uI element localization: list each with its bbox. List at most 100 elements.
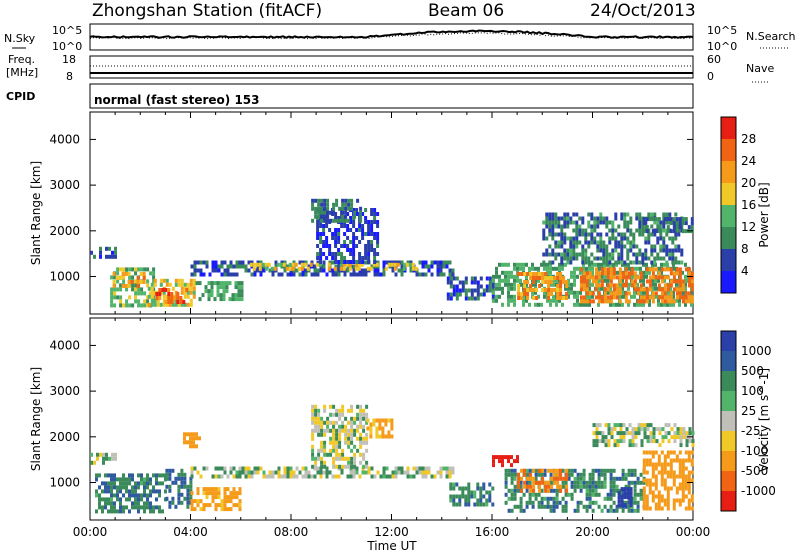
heatmap-cell (612, 287, 616, 292)
heatmap-cell (576, 500, 580, 505)
heatmap-cell (665, 212, 669, 217)
heatmap-cell (180, 472, 184, 477)
heatmap-cell (219, 285, 223, 290)
heatmap-cell (119, 505, 122, 510)
heatmap-cell (660, 450, 664, 455)
heatmap-cell (341, 206, 345, 211)
heatmap-cell (205, 495, 209, 500)
heatmap-cell (408, 262, 412, 267)
heatmap-cell (669, 286, 672, 291)
heatmap-cell (529, 476, 533, 481)
heatmap-cell (557, 216, 561, 221)
heatmap-cell (614, 240, 618, 245)
heatmap-cell (684, 302, 687, 307)
heatmap-cell (310, 260, 314, 265)
heatmap-cell (385, 260, 389, 265)
heatmap-cell (186, 492, 190, 497)
heatmap-cell (617, 244, 621, 249)
heatmap-cell (641, 256, 645, 261)
heatmap-cell (612, 302, 615, 307)
heatmap-cell (569, 220, 573, 225)
heatmap-cell (171, 468, 175, 473)
heatmap-cell (609, 271, 613, 276)
heatmap-cell (350, 202, 354, 207)
heatmap-cell (495, 274, 498, 279)
heatmap-cell (134, 287, 138, 292)
heatmap-cell (593, 240, 597, 245)
heatmap-cell (262, 474, 266, 479)
heatmap-cell (159, 278, 163, 283)
heatmap-cell (479, 502, 483, 507)
heatmap-cell (186, 302, 190, 307)
heatmap-cell (125, 497, 128, 502)
heatmap-cell (640, 423, 644, 428)
heatmap-cell (578, 240, 582, 245)
heatmap-cell (146, 497, 149, 502)
heatmap-cell (167, 292, 171, 296)
heatmap-cell (652, 431, 656, 436)
heatmap-cell (636, 302, 639, 307)
heatmap-cell (335, 428, 339, 433)
heatmap-cell (171, 500, 175, 505)
heatmap-cell (485, 490, 489, 495)
heatmap-cell (594, 262, 597, 267)
heatmap-cell (183, 302, 187, 307)
heatmap-cell (107, 489, 110, 494)
heatmap-cell (373, 272, 377, 277)
heatmap-cell (623, 216, 627, 221)
heatmap-cell (195, 281, 199, 286)
heatmap-cell (277, 466, 281, 471)
heatmap-cell (642, 466, 646, 471)
heatmap-cell (146, 481, 149, 486)
heatmap-cell (563, 216, 567, 221)
heatmap-cell (549, 298, 552, 303)
heatmap-cell (362, 408, 366, 413)
heatmap-cell (232, 491, 236, 496)
heatmap-cell (168, 500, 172, 505)
heatmap-cell (307, 264, 311, 269)
heatmap-cell (630, 468, 634, 473)
heatmap-cell (604, 423, 608, 428)
heatmap-cell (648, 279, 652, 284)
heatmap-cell (286, 470, 290, 475)
heatmap-cell (320, 432, 324, 437)
heatmap-cell (485, 502, 489, 507)
heatmap-cell (214, 503, 218, 508)
heatmap-cell (115, 276, 119, 280)
heatmap-cell (122, 505, 125, 510)
heatmap-cell (653, 212, 657, 217)
heatmap-cell (581, 216, 585, 221)
heatmap-cell (510, 286, 513, 291)
heatmap-cell (448, 272, 452, 277)
heatmap-cell (620, 503, 624, 508)
heatmap-cell (651, 295, 655, 300)
heatmap-cell (597, 472, 601, 477)
heatmap-cell (549, 472, 553, 477)
heatmap-cell (587, 224, 591, 229)
heatmap-cell (537, 492, 541, 497)
heatmap-cell (636, 282, 639, 287)
heatmap-cell (554, 244, 558, 249)
heatmap-cell (642, 302, 645, 307)
heatmap-cell (316, 236, 320, 240)
heatmap-cell (146, 303, 150, 308)
nave-label: Nave (746, 62, 774, 75)
heatmap-cell (681, 299, 685, 304)
heatmap-cell (619, 439, 623, 444)
heatmap-cell (174, 278, 178, 283)
heatmap-cell (137, 497, 140, 502)
heatmap-cell (645, 299, 649, 304)
heatmap-cell (467, 486, 471, 491)
heatmap-cell (385, 474, 389, 479)
heatmap-cell (507, 488, 511, 493)
heatmap-cell (356, 404, 360, 409)
heatmap-cell (672, 262, 675, 267)
heatmap-cell (660, 270, 663, 275)
heatmap-cell (523, 472, 527, 477)
heatmap-cell (648, 462, 652, 467)
heatmap-cell (558, 298, 561, 303)
heatmap-cell (127, 284, 131, 288)
heatmap-cell (544, 480, 548, 485)
heatmap-cell (498, 294, 501, 299)
heatmap-cell (633, 287, 637, 292)
